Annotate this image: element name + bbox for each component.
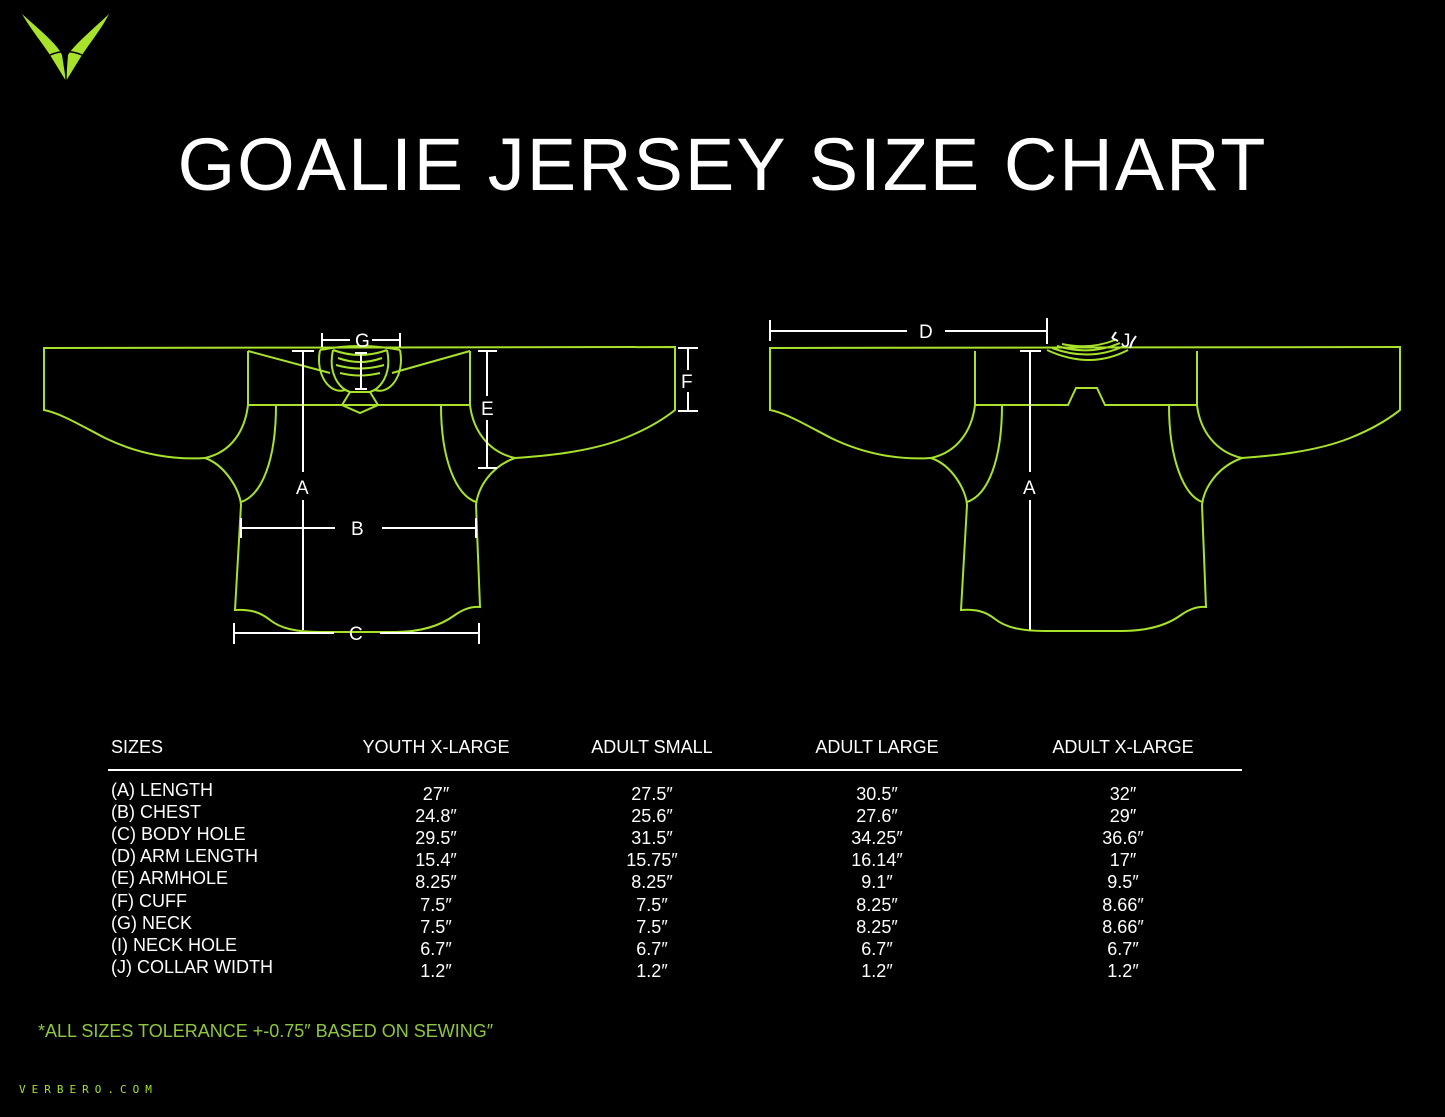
header-youth-xl: YOUTH X-LARGE bbox=[362, 737, 510, 757]
row-label: (I) NECK HOLE bbox=[111, 934, 238, 955]
table-cell: 6.7″ bbox=[1107, 938, 1139, 959]
table-divider bbox=[108, 769, 1242, 771]
back-collar bbox=[1046, 339, 1129, 361]
table-cell: 6.7″ bbox=[420, 938, 452, 959]
table-cell: 27.5″ bbox=[631, 784, 673, 804]
table-cell: 1.2″ bbox=[420, 960, 452, 981]
table-cell: 15.4″ bbox=[415, 850, 457, 871]
table-cell: 7.5″ bbox=[420, 916, 452, 937]
label-b: B bbox=[351, 519, 364, 540]
table-cell: 17″ bbox=[1109, 850, 1137, 871]
table-cell: 1.2″ bbox=[861, 960, 893, 981]
table-cell: 6.7″ bbox=[861, 938, 893, 959]
table-cell: 8.25″ bbox=[856, 916, 898, 937]
table-cell: 9.5″ bbox=[1107, 872, 1139, 893]
row-label: (G) NECK bbox=[111, 912, 192, 933]
header-adult-l: ADULT LARGE bbox=[815, 737, 939, 757]
label-c: C bbox=[349, 624, 363, 645]
label-a-front: A bbox=[296, 478, 309, 499]
page-title: GOALIE JERSEY SIZE CHART bbox=[177, 123, 1268, 206]
row-label: (E) ARMHOLE bbox=[111, 868, 229, 889]
table-cell: 8.66″ bbox=[1102, 894, 1144, 915]
row-label: (D) ARM LENGTH bbox=[111, 846, 259, 867]
tolerance-note: *ALL SIZES TOLERANCE +-0.75″ BASED ON SE… bbox=[38, 1021, 494, 1041]
header-adult-xl: ADULT X-LARGE bbox=[1052, 737, 1194, 757]
table-cell: 1.2″ bbox=[636, 960, 668, 981]
table-cell: 16.14″ bbox=[851, 850, 903, 871]
table-cell: 32″ bbox=[1109, 784, 1137, 804]
front-dimension-lines bbox=[233, 333, 698, 644]
website-link[interactable]: VERBERO.COM bbox=[19, 1083, 158, 1096]
table-cell: 1.2″ bbox=[1107, 960, 1139, 981]
label-g: G bbox=[355, 331, 370, 352]
header-sizes: SIZES bbox=[111, 737, 164, 757]
table-cell: 25.6″ bbox=[631, 806, 673, 827]
table-cell: 30.5″ bbox=[856, 784, 898, 804]
back-dimension-lines bbox=[769, 318, 1137, 630]
row-label: (A) LENGTH bbox=[111, 780, 214, 800]
table-cell: 8.25″ bbox=[856, 894, 898, 915]
label-a-back: A bbox=[1023, 478, 1036, 499]
row-label: (B) CHEST bbox=[111, 802, 201, 823]
table-cell: 31.5″ bbox=[631, 828, 673, 849]
label-e: E bbox=[481, 399, 494, 420]
table-cell: 36.6″ bbox=[1102, 828, 1144, 849]
table-cell: 27″ bbox=[422, 784, 450, 804]
row-label: (J) COLLAR WIDTH bbox=[111, 956, 273, 977]
table-cell: 27.6″ bbox=[856, 806, 898, 827]
table-cell: 9.1″ bbox=[861, 872, 893, 893]
label-f: F bbox=[681, 372, 693, 393]
label-d: D bbox=[919, 322, 933, 343]
row-label: (F) CUFF bbox=[111, 890, 187, 911]
table-cell: 7.5″ bbox=[420, 894, 452, 915]
table-cell: 8.66″ bbox=[1102, 916, 1144, 937]
header-adult-s: ADULT SMALL bbox=[591, 737, 713, 757]
table-cell: 8.25″ bbox=[631, 872, 673, 893]
table-cell: 34.25″ bbox=[851, 828, 903, 849]
table-cell: 15.75″ bbox=[626, 850, 678, 871]
label-j: J bbox=[1121, 331, 1131, 352]
table-cell: 29″ bbox=[1109, 806, 1137, 827]
table-cell: 7.5″ bbox=[636, 916, 668, 937]
table-cell: 6.7″ bbox=[636, 938, 668, 959]
verbero-logo bbox=[22, 14, 109, 81]
table-cell: 29.5″ bbox=[415, 828, 457, 849]
row-label: (C) BODY HOLE bbox=[111, 824, 246, 845]
back-jersey-outline bbox=[769, 345, 1401, 632]
table-cell: 24.8″ bbox=[415, 806, 457, 827]
table-cell: 8.25″ bbox=[415, 872, 457, 893]
table-cell: 7.5″ bbox=[636, 894, 668, 915]
